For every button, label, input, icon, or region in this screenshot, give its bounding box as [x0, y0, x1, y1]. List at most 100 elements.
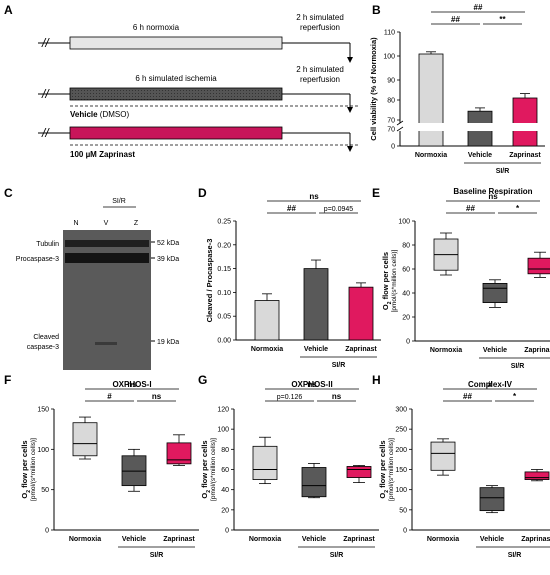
blot-label-cleaved-2: caspase-3	[27, 344, 59, 351]
panel-e-xlabel: Vehicle	[483, 347, 507, 354]
panel-d-xlabel: Normoxia	[251, 346, 283, 353]
panel-d-ylabel: Cleaved / Procaspase-3	[205, 239, 214, 323]
panel-e-ytick-label: 0	[406, 339, 410, 346]
panel-h-ylabel: O2 flow per cells	[378, 440, 390, 498]
panel-b-chart: B 0 70 70 80 90 100 110 Cell viability (% of Nor…	[369, 3, 545, 175]
blot-label-procaspase: Procaspase-3	[16, 256, 59, 263]
protocol-row-vehicle: 6 h simulated ischemia 2 h simulated rep…	[38, 65, 358, 119]
panel-e-xlabel: Normoxia	[430, 347, 462, 354]
blot-image	[63, 230, 151, 370]
panel-g-box-vehicle	[301, 467, 327, 498]
panel-f-ylabel-unit: [pmol/(s*million cells)]	[30, 438, 37, 501]
row2-break-mark: //	[41, 87, 50, 101]
panel-f-chart: F OXPHOS-I 0 50 100 150 O2 flow per cells [pmo…	[4, 373, 199, 559]
panel-e-ytick-label: 60	[402, 267, 410, 274]
panel-h-letter: H	[372, 373, 381, 387]
panel-d-bar-normoxia	[254, 300, 280, 341]
panel-b-group-label: SI/R	[496, 168, 510, 175]
panel-d-ytick-label: 0.05	[217, 314, 231, 321]
panel-h-ytick-label: 100	[395, 487, 407, 494]
panel-f-title: OXPHOS-I	[112, 380, 151, 389]
row1-normoxia-bar	[69, 36, 283, 50]
panel-b-sig-label: **	[499, 15, 506, 24]
panel-f-letter: F	[4, 373, 11, 387]
panel-e-sig-label: ns	[488, 192, 498, 201]
panel-h-ytick-label: 150	[395, 467, 407, 474]
row1-left-label: 6 h normoxia	[133, 23, 180, 32]
panel-e-chart: E Baseline Respiration 0 20 40 60 80 100 O2 flow…	[372, 186, 550, 370]
lane-label-z: Z	[134, 220, 139, 227]
panel-h-ytick-label: 200	[395, 447, 407, 454]
panel-f-ytick-label: 100	[37, 447, 49, 454]
panel-h-ytick-label: 0	[403, 528, 407, 535]
panel-f-xlabel: Zaprinast	[163, 536, 195, 543]
panel-b-xlabel: Zaprinast	[509, 152, 541, 159]
panel-b-ytick-label: 70	[387, 118, 395, 125]
panel-g-ylabel-unit: [pmol/(s*million cells)]	[210, 438, 217, 501]
panel-e-xlabel: Zaprinast	[524, 347, 550, 354]
panel-e-ytick-label: 40	[402, 291, 410, 298]
panel-b-bar-normoxia	[418, 53, 444, 147]
blot-group-label: SI/R	[112, 198, 126, 205]
panel-d-ytick-label: 0.15	[217, 266, 231, 273]
panel-h-sig-label: #	[488, 380, 493, 389]
marker-label-39: 39 kDa	[157, 256, 179, 263]
panel-g-sig-label: p=0.126	[277, 394, 303, 401]
panel-b-letter: B	[372, 3, 381, 17]
panel-f-xlabel: Normoxia	[69, 536, 101, 543]
panel-b-xlabel: Normoxia	[415, 152, 447, 159]
blot-label-tubulin: Tubulin	[36, 241, 59, 248]
panel-g-letter: G	[198, 373, 207, 387]
panel-b-axis-break-mark	[396, 120, 404, 126]
panel-g-xlabel: Normoxia	[249, 536, 281, 543]
panel-e-title: Baseline Respiration	[453, 187, 532, 196]
panel-e-group-label: SI/R	[511, 363, 525, 370]
panel-b-ytick-label: 100	[383, 54, 395, 61]
panel-d-ytick-label: 0.20	[217, 242, 231, 249]
panel-a: A 6 h normoxia 2 h simulated reperfusion…	[4, 3, 358, 159]
panel-b-sig-label: ##	[474, 3, 483, 12]
panel-g-xlabel: Vehicle	[302, 536, 326, 543]
panel-h-box-zaprinast	[524, 471, 550, 480]
chart-panels: B 0 70 70 80 90 100 110 Cell viability (% of Nor…	[4, 3, 550, 559]
row2-right-label-2: reperfusion	[300, 75, 340, 84]
panel-d-ytick-label: 0.25	[217, 219, 231, 226]
panel-h-xlabel: Vehicle	[480, 536, 504, 543]
panel-b-ytick-label: 70	[387, 127, 395, 134]
row3-zaprinast-bar	[69, 126, 283, 140]
panel-f-group-label: SI/R	[150, 552, 164, 559]
panel-d-sig-label: ns	[309, 192, 319, 201]
protocol-row-normoxia: 6 h normoxia 2 h simulated reperfusion /…	[38, 13, 353, 63]
panel-d-bar-vehicle	[303, 268, 329, 341]
panel-b-ytick-label: 110	[384, 30, 395, 37]
panel-f-box-normoxia	[72, 422, 98, 457]
lane-label-n: N	[73, 220, 78, 227]
row1-right-label-2: reperfusion	[300, 23, 340, 32]
panel-d-chart: D 0.00 0.05 0.10 0.15 0.20 0.25 Cleaved / Proca…	[198, 186, 381, 369]
panel-h-chart: H Complex-IV 0 50 100 150 200 250 300 O2 flow per…	[372, 373, 550, 559]
panel-h-xlabel: Zaprinast	[521, 536, 550, 543]
panel-b-ytick-label: 90	[387, 78, 395, 85]
lane-label-v: V	[104, 220, 109, 227]
panel-d-bar-zaprinast	[348, 286, 374, 341]
panel-d-xlabel: Vehicle	[304, 346, 328, 353]
panel-c-letter: C	[4, 186, 13, 200]
panel-b-sig-label: ##	[451, 15, 460, 24]
panel-f-ylabel: O2 flow per cells	[20, 440, 32, 498]
panel-f-sig-label: ns	[152, 392, 162, 401]
panel-g-box-normoxia	[252, 445, 278, 480]
panel-a-letter: A	[4, 3, 13, 17]
blot-band-procaspase	[65, 253, 149, 263]
panel-g-ytick-label: 100	[217, 427, 229, 434]
panel-e-ylabel-unit: [pmol/(s*million cells)]	[391, 249, 398, 312]
panel-h-ylabel-unit: [pmol/(s*million cells)]	[388, 438, 395, 501]
panel-h-group-label: SI/R	[508, 552, 522, 559]
panel-d-ytick-label: 0.10	[217, 290, 231, 297]
row2-left-label: 6 h simulated ischemia	[135, 74, 217, 83]
panel-g-box-zaprinast	[346, 466, 372, 478]
blot-band-tubulin	[65, 240, 149, 247]
panel-b-axis-break	[396, 123, 545, 131]
panel-g-ytick-label: 0	[225, 528, 229, 535]
row1-right-label-1: 2 h simulated	[296, 13, 344, 22]
panel-g-chart: G OXPHOS-II 0 20 40 60 80 100 120 O2 flow per cel…	[198, 373, 379, 559]
